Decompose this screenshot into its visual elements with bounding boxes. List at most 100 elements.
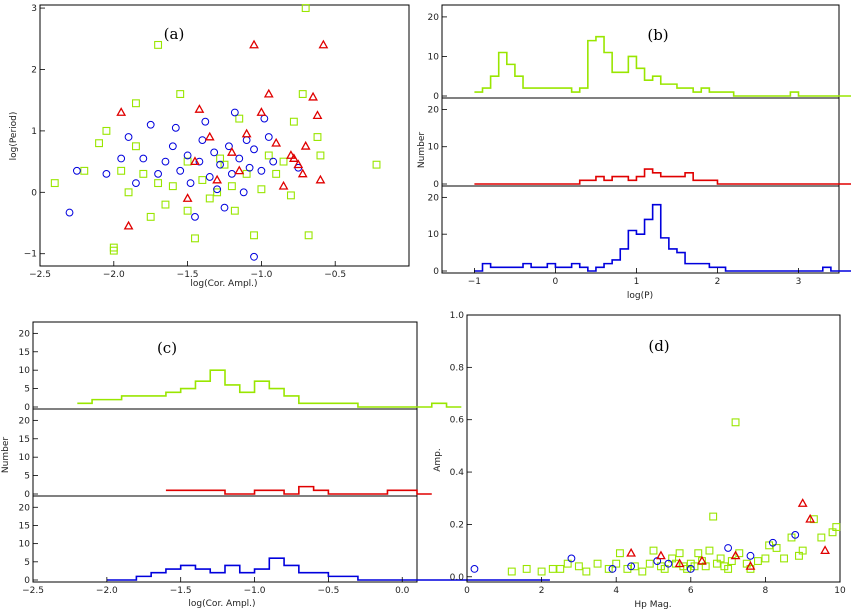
c-sub0-ytick-label: 15 bbox=[19, 348, 30, 358]
a-point-green bbox=[131, 99, 140, 108]
panel-a-axes: −2.5 −2.0 −1.5 −1.0 −0.5 −1 0 1 2 3 bbox=[24, 4, 346, 280]
panel-a-xlabel: log(Cor. Ampl.) bbox=[190, 279, 257, 289]
d-point-green bbox=[537, 567, 546, 576]
c-sub0-ytick-label: 10 bbox=[19, 366, 31, 376]
b-sub2-ytick-label: 20 bbox=[428, 193, 440, 203]
a-point-green bbox=[183, 157, 192, 166]
d-point-green bbox=[649, 546, 658, 555]
a-xtick-label: −2.5 bbox=[29, 270, 51, 280]
d-point-green bbox=[716, 554, 725, 563]
d-point-green bbox=[522, 564, 531, 573]
a-point-green bbox=[316, 151, 325, 160]
a-point-green bbox=[191, 234, 199, 243]
a-point-red bbox=[194, 104, 205, 113]
a-xtick-label: −0.5 bbox=[324, 270, 346, 280]
b-sub0-ytick-label: 10 bbox=[428, 52, 440, 62]
panel-c: −2.5 −2.0 −1.5 −1.0 −0.5 0.005101520051015200… bbox=[1, 321, 550, 609]
d-point-red bbox=[697, 555, 707, 565]
a-point-blue bbox=[220, 203, 229, 212]
d-point-green bbox=[731, 418, 740, 427]
a-point-red bbox=[256, 107, 267, 116]
d-point-green bbox=[772, 544, 781, 552]
a-point-red bbox=[288, 153, 299, 162]
a-point-green bbox=[183, 206, 192, 215]
a-ytick-label: 3 bbox=[31, 4, 37, 14]
d-xtick-label: 4 bbox=[613, 586, 619, 596]
d-point-blue bbox=[768, 538, 777, 547]
panel-c-xlabel: log(Cor. Ampl.) bbox=[188, 599, 255, 609]
a-point-blue bbox=[227, 169, 236, 178]
a-xtick-label: −1.5 bbox=[177, 270, 199, 280]
panel-b-frame bbox=[441, 4, 840, 274]
a-point-blue bbox=[191, 212, 199, 221]
a-point-green bbox=[109, 246, 118, 255]
d-point-green bbox=[817, 533, 826, 542]
a-ytick-label: 2 bbox=[31, 65, 37, 75]
c-xtick-label: −2.0 bbox=[96, 586, 118, 596]
c-xtick-label: −1.0 bbox=[244, 586, 266, 596]
a-point-red bbox=[271, 137, 282, 147]
panel-d-xlabel: Hp Mag. bbox=[634, 600, 671, 610]
panel-d-ylabel: Amp. bbox=[433, 448, 443, 472]
a-point-green bbox=[216, 154, 225, 163]
a-point-green bbox=[213, 188, 222, 197]
c-hist-blue bbox=[106, 557, 550, 581]
b-hist-green bbox=[474, 35, 851, 97]
d-ytick-label: 0.0 bbox=[450, 573, 465, 583]
d-point-green bbox=[604, 564, 613, 573]
panel-c-axes: −2.5 −2.0 −1.5 −1.0 −0.5 0.0 0 5 10 15 20 0 5 10 15 20 0… bbox=[19, 329, 410, 596]
a-point-blue bbox=[260, 114, 269, 123]
panel-c-ylabel: Number bbox=[1, 437, 11, 473]
a-point-green bbox=[176, 90, 185, 98]
d-point-blue bbox=[664, 559, 673, 568]
a-point-red bbox=[263, 88, 274, 98]
a-point-blue bbox=[168, 142, 177, 151]
a-point-green bbox=[301, 4, 310, 13]
a-ytick-label: 0 bbox=[31, 188, 37, 198]
a-point-green bbox=[304, 231, 313, 240]
c-hist-green bbox=[77, 369, 462, 408]
d-point-green bbox=[556, 564, 565, 573]
a-point-blue bbox=[205, 173, 214, 181]
d-point-blue bbox=[686, 565, 695, 573]
d-point-green bbox=[761, 554, 770, 563]
a-point-blue bbox=[186, 179, 195, 187]
a-point-blue bbox=[210, 148, 219, 157]
d-point-red bbox=[797, 498, 808, 507]
panel-c-frame bbox=[32, 321, 418, 583]
b-sub1-ytick-label: 0 bbox=[433, 180, 439, 190]
d-point-green bbox=[612, 559, 621, 568]
a-point-blue bbox=[245, 163, 254, 172]
a-point-blue bbox=[250, 252, 258, 261]
panel-b-axes: −1 0 1 2 3 0 10 20 0 10 20 0 10 20 bbox=[428, 13, 802, 287]
a-point-green bbox=[298, 90, 307, 98]
c-sub0-ytick-label: 0 bbox=[24, 403, 30, 413]
a-point-red bbox=[212, 174, 223, 184]
a-xtick-label: −1.0 bbox=[250, 270, 272, 280]
c-hist-red bbox=[165, 485, 432, 495]
d-point-blue bbox=[746, 551, 755, 560]
c-sub2-ytick-label: 5 bbox=[24, 558, 30, 568]
d-point-blue bbox=[724, 544, 732, 552]
a-ytick-label: −1 bbox=[24, 250, 37, 260]
a-point-blue bbox=[139, 154, 148, 163]
b-sub1-ytick-label: 20 bbox=[428, 105, 440, 115]
d-point-blue bbox=[627, 562, 636, 571]
a-point-red bbox=[123, 220, 134, 230]
a-point-blue bbox=[117, 154, 126, 163]
panel-a-marks bbox=[50, 4, 381, 261]
c-sub2-ytick-label: 20 bbox=[19, 503, 31, 513]
a-point-blue bbox=[213, 185, 222, 194]
a-point-green bbox=[154, 179, 163, 188]
b-xtick-label: 2 bbox=[715, 277, 721, 287]
a-point-red bbox=[315, 174, 326, 184]
a-point-blue bbox=[239, 188, 248, 197]
d-ytick-label: 1.0 bbox=[450, 311, 465, 321]
d-point-green bbox=[780, 554, 789, 563]
a-point-green bbox=[372, 160, 381, 169]
d-xtick-label: 8 bbox=[763, 586, 769, 596]
c-xtick-label: 0.0 bbox=[395, 586, 410, 596]
a-point-red bbox=[226, 147, 237, 156]
a-point-blue bbox=[124, 133, 133, 141]
